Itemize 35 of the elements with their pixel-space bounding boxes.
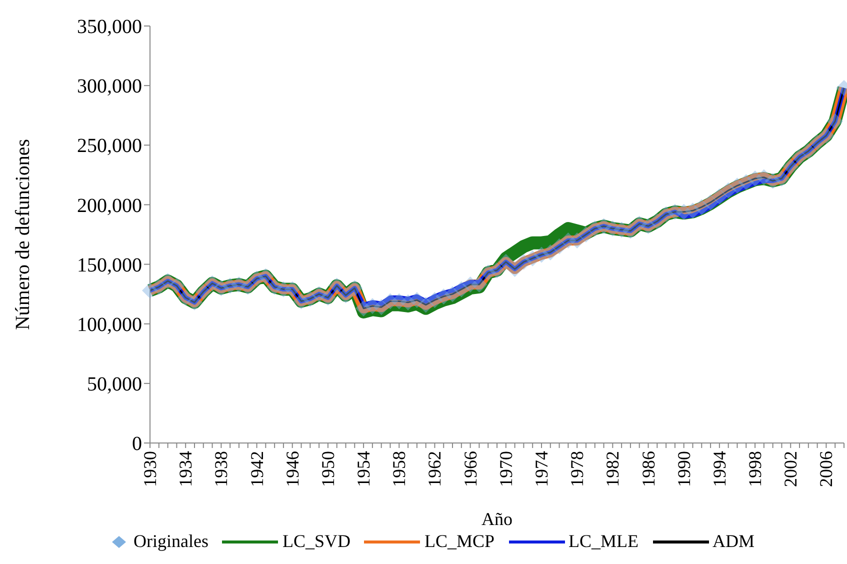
legend-label: ADM [712,531,755,552]
x-tick-label: 2006 [816,451,836,487]
x-tick-label: 1966 [460,451,480,487]
y-tick-label: 250,000 [77,135,142,158]
x-tick-label: 1946 [282,451,302,487]
y-axis-title: Número de defunciones [12,138,34,330]
x-tick-label: 1986 [638,451,658,487]
y-tick-label: 50,000 [87,374,142,396]
x-tick-label: 1962 [424,451,445,487]
x-tick-label: 1938 [211,451,232,487]
y-tick-label: 0 [132,433,142,456]
x-tick-label: 1990 [674,451,694,487]
y-tick-label: 150,000 [77,254,142,276]
x-tick-label: 1950 [318,451,338,487]
x-tick-label: 1970 [496,451,516,487]
legend-label: LC_SVD [282,531,350,552]
y-tick-label: 200,000 [77,194,142,217]
x-tick-label: 1958 [389,451,410,487]
x-tick-label: 1994 [709,451,730,487]
y-tick-label: 100,000 [77,314,142,336]
x-tick-label: 1954 [354,451,374,487]
legend-label: Originales [133,531,208,552]
x-axis-title: Año [482,509,512,529]
x-tick-label: 1978 [567,451,588,487]
x-tick-label: 1974 [531,451,552,487]
legend-label: LC_MLE [568,531,638,552]
y-tick-label: 350,000 [77,16,142,38]
x-tick-label: 2002 [780,451,801,487]
legend-label: LC_MCP [424,531,494,552]
x-tick-label: 1982 [602,451,623,487]
y-tick-label: 300,000 [77,76,142,98]
x-tick-label: 1942 [246,451,267,487]
x-tick-label: 1930 [140,451,160,487]
x-tick-label: 1934 [176,451,196,487]
x-tick-label: 1998 [745,451,766,487]
